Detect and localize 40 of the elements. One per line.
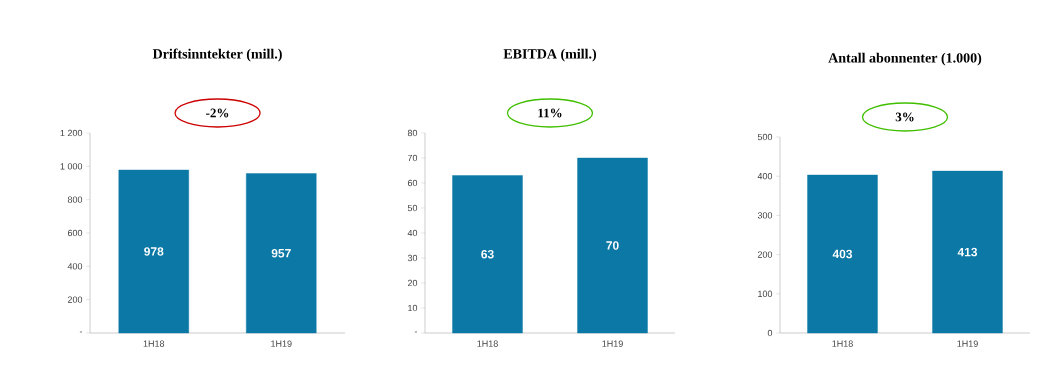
data-label: 957 [271, 248, 291, 258]
y-tick-label: 1 200 [60, 129, 83, 137]
y-tick-label: 500 [757, 133, 773, 141]
x-tick-label: 1H19 [957, 340, 978, 347]
y-tick-label: - [79, 331, 83, 333]
data-label: 413 [957, 247, 978, 257]
y-tick-label: 100 [758, 290, 773, 297]
y-tick-label: 800 [67, 196, 83, 203]
text: 3% [895, 112, 914, 122]
y-tick-label: 10 [408, 304, 418, 312]
data-label: 70 [606, 241, 619, 250]
y-tick-label: 50 [407, 204, 418, 212]
x-tick-label: 1H18 [832, 340, 853, 347]
y-tick-label: - [414, 331, 418, 333]
x-tick-label: 1H18 [477, 340, 498, 347]
y-tick-label: 70 [407, 154, 418, 162]
y-tick-label: 60 [407, 179, 418, 187]
y-tick-label: 40 [407, 229, 418, 237]
y-tick-label: 0 [767, 329, 773, 337]
data-label: 403 [832, 249, 853, 259]
x-tick-label: 1H19 [271, 340, 292, 347]
x-tick-label: 1H18 [143, 340, 165, 347]
data-label: 978 [144, 247, 164, 256]
y-tick-label: 20 [407, 279, 418, 287]
y-tick-label: 600 [67, 229, 83, 237]
chart-title: Driftsinntekter (mill.) [152, 48, 282, 62]
y-tick-label: 1 000 [60, 163, 83, 170]
text: 11% [538, 108, 562, 118]
chart-title: EBITDA (mill.) [503, 48, 597, 62]
y-tick-label: 200 [67, 296, 83, 303]
y-tick-label: 400 [67, 263, 83, 270]
y-tick-label: 300 [757, 212, 773, 219]
y-tick-label: 400 [757, 173, 773, 180]
chart-title: Antall abonnenter (1.000) [828, 52, 982, 66]
data-label: 63 [481, 249, 494, 259]
text: -2% [206, 108, 229, 118]
y-tick-label: 80 [407, 129, 418, 137]
x-tick-label: 1H19 [602, 340, 623, 347]
y-tick-label: 200 [757, 251, 773, 258]
y-tick-label: 30 [407, 254, 418, 262]
